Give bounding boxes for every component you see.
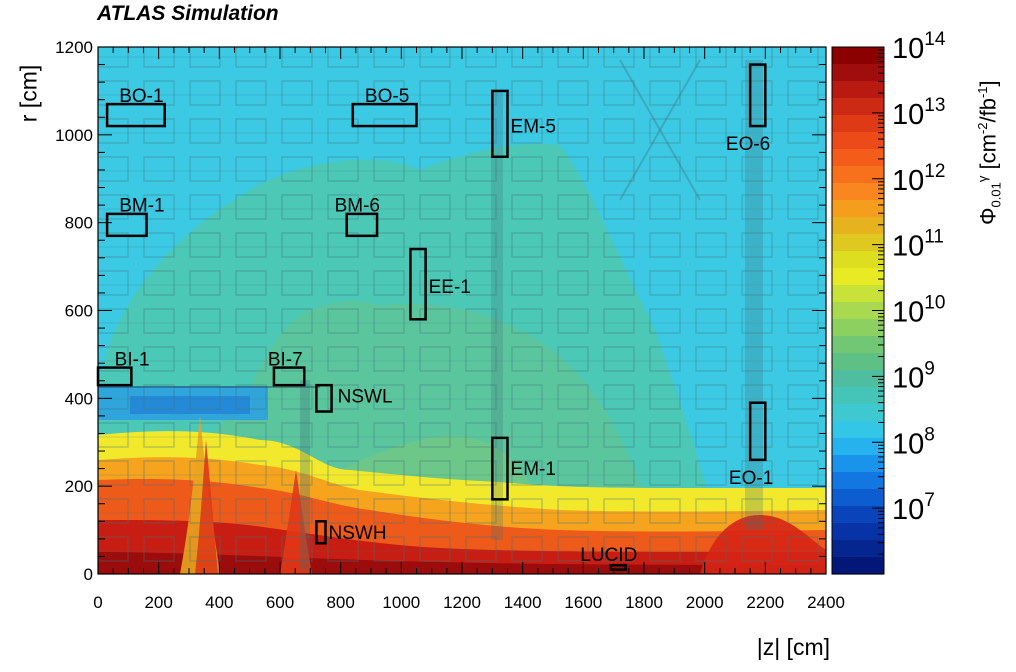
region-label-bi-1: BI-1 <box>115 349 150 370</box>
x-tick-label: 800 <box>326 593 354 612</box>
colorbar-band <box>832 285 884 303</box>
y-tick-label: 600 <box>65 302 93 321</box>
experiment-label: ATLAS Simulation <box>97 2 279 25</box>
colorbar-tick-label: 108 <box>892 424 935 460</box>
x-tick-label: 200 <box>144 593 172 612</box>
x-tick-label: 1200 <box>443 593 481 612</box>
colorbar-band <box>832 64 884 82</box>
x-tick-label: 2200 <box>746 593 784 612</box>
colorbar-band <box>832 251 884 269</box>
colorbar: 1014 1013 1012 1011 1010 109 108 107 <box>831 29 946 575</box>
y-tick-label: 800 <box>65 214 93 233</box>
colorbar-tick-label: 109 <box>892 358 935 394</box>
x-tick-label: 1000 <box>382 593 420 612</box>
colorbar-tick-label: 1014 <box>892 29 946 65</box>
region-label-nswh: NSWH <box>329 523 387 544</box>
colorbar-band <box>832 319 884 337</box>
x-tick-label: 400 <box>205 593 233 612</box>
x-tick-label: 1400 <box>504 593 542 612</box>
region-label-eo-1: EO-1 <box>729 468 773 489</box>
region-label-bo-1: BO-1 <box>119 86 163 107</box>
colorbar-band <box>832 200 884 218</box>
region-box-em-5 <box>491 89 509 159</box>
colorbar-band <box>832 115 884 133</box>
region-label-lucid: LUCID <box>580 545 637 566</box>
region-label-bo-5: BO-5 <box>365 86 409 107</box>
region-box-em-1 <box>491 436 509 501</box>
x-tick-label: 0 <box>93 593 102 612</box>
region-label-ee-1: EE-1 <box>429 277 471 298</box>
region-box-bo-1 <box>105 102 166 128</box>
colorbar-band <box>832 506 884 524</box>
x-axis-label: |z| [cm] <box>756 634 830 660</box>
colorbar-band <box>832 370 884 388</box>
colorbar-tick-label: 107 <box>892 490 935 526</box>
colorbar-band <box>832 387 884 405</box>
colorbar-band <box>832 47 884 65</box>
x-tick-label: 2000 <box>686 593 724 612</box>
colorbar-band <box>832 472 884 490</box>
region-box-bm-1 <box>105 212 148 238</box>
x-tick-label: 600 <box>266 593 294 612</box>
colorbar-band <box>832 98 884 116</box>
colorbar-band <box>832 421 884 439</box>
region-box-bm-6 <box>345 212 379 238</box>
region-box-nswh <box>315 520 327 545</box>
region-box-eo-1 <box>748 401 767 462</box>
colorbar-band <box>832 302 884 320</box>
region-box-nswl <box>315 383 333 413</box>
x-tick-label: 1600 <box>564 593 602 612</box>
axes: 0 200 400 600 800 1000 1200 1400 1600 1800 2000 220… <box>55 38 845 612</box>
colorbar-band <box>832 540 884 558</box>
y-tick-label: 400 <box>65 389 93 408</box>
colorbar-band <box>832 132 884 150</box>
colorbar-tick-label: 1011 <box>892 227 944 263</box>
flux-map <box>98 47 826 574</box>
y-tick-label: 1000 <box>55 126 93 145</box>
x-tick-label: 2400 <box>807 593 845 612</box>
region-label-nswl: NSWL <box>338 387 393 408</box>
y-tick-label: 1200 <box>55 38 93 57</box>
region-label-bi-7: BI-7 <box>268 349 303 370</box>
colorbar-band <box>832 149 884 167</box>
colorbar-band <box>832 234 884 252</box>
colorbar-band <box>832 336 884 354</box>
region-label-em-1: EM-1 <box>511 459 556 480</box>
region-label-em-5: EM-5 <box>511 117 556 138</box>
colorbar-band <box>832 166 884 184</box>
colorbar-band <box>832 81 884 99</box>
region-box-eo-6 <box>748 63 767 128</box>
region-boxes: BO-1 BO-5 EM-5 EO-6 BM-1 BM-6 EE-1 BI-1 BI-7 NSWL… <box>96 63 773 571</box>
colorbar-band <box>832 557 884 575</box>
region-label-bm-1: BM-1 <box>119 196 164 217</box>
region-box-ee-1 <box>409 247 427 321</box>
colorbar-band <box>832 183 884 201</box>
colorbar-band <box>832 268 884 286</box>
colorbar-tick-label: 1010 <box>892 293 945 329</box>
y-tick-label: 0 <box>84 565 93 584</box>
x-tick-label: 1800 <box>625 593 663 612</box>
colorbar-band <box>832 438 884 456</box>
colorbar-band <box>832 523 884 541</box>
region-box-bi-7 <box>272 366 306 387</box>
colorbar-band <box>832 217 884 235</box>
colorbar-tick-label: 1013 <box>892 95 945 131</box>
colorbar-band <box>832 404 884 422</box>
region-label-eo-6: EO-6 <box>726 134 770 155</box>
region-box-bo-5 <box>351 102 418 128</box>
region-box-lucid <box>609 563 628 571</box>
colorbar-band <box>832 455 884 473</box>
region-label-bm-6: BM-6 <box>335 196 380 217</box>
colorbar-band <box>832 353 884 371</box>
colorbar-tick-label: 1012 <box>892 161 945 197</box>
y-tick-label: 200 <box>65 477 93 496</box>
colorbar-band <box>832 489 884 507</box>
